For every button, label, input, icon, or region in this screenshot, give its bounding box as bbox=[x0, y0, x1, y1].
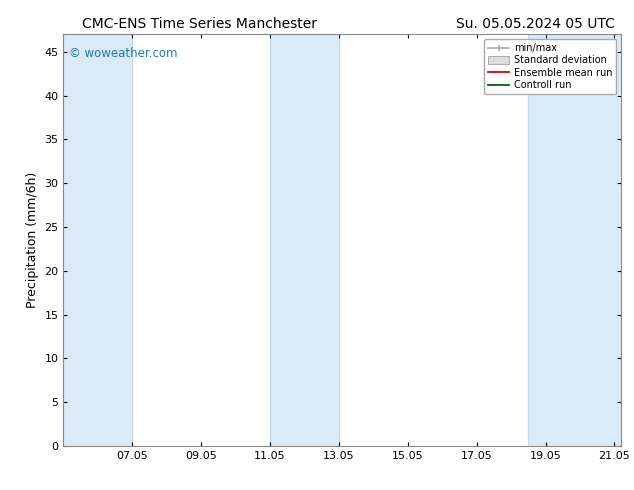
Legend: min/max, Standard deviation, Ensemble mean run, Controll run: min/max, Standard deviation, Ensemble me… bbox=[484, 39, 616, 94]
Bar bbox=[528, 34, 621, 446]
Text: CMC-ENS Time Series Manchester: CMC-ENS Time Series Manchester bbox=[82, 17, 318, 31]
Y-axis label: Precipitation (mm/6h): Precipitation (mm/6h) bbox=[26, 172, 39, 308]
Bar bbox=[63, 34, 133, 446]
Text: © woweather.com: © woweather.com bbox=[69, 47, 178, 60]
Text: Su. 05.05.2024 05 UTC: Su. 05.05.2024 05 UTC bbox=[456, 17, 616, 31]
Bar bbox=[270, 34, 339, 446]
